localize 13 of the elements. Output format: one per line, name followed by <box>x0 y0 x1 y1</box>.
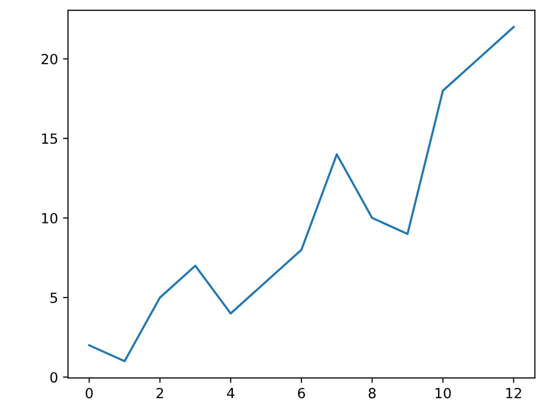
y-tick-label: 5 <box>50 292 58 304</box>
x-tick-label: 12 <box>506 388 522 398</box>
line-series <box>88 26 515 362</box>
y-tick-label: 0 <box>50 372 58 383</box>
x-tick-label: 2 <box>156 388 163 398</box>
y-tick-label: 10 <box>42 212 58 224</box>
x-tick-label: 8 <box>368 388 376 398</box>
x-tick-label: 6 <box>298 388 305 398</box>
x-tick-label: 10 <box>436 388 451 398</box>
y-tick-label: 20 <box>42 54 58 64</box>
x-tick-label: 0 <box>86 388 93 398</box>
x-tick-label: 4 <box>226 388 234 398</box>
y-tick-label: 15 <box>42 134 58 144</box>
